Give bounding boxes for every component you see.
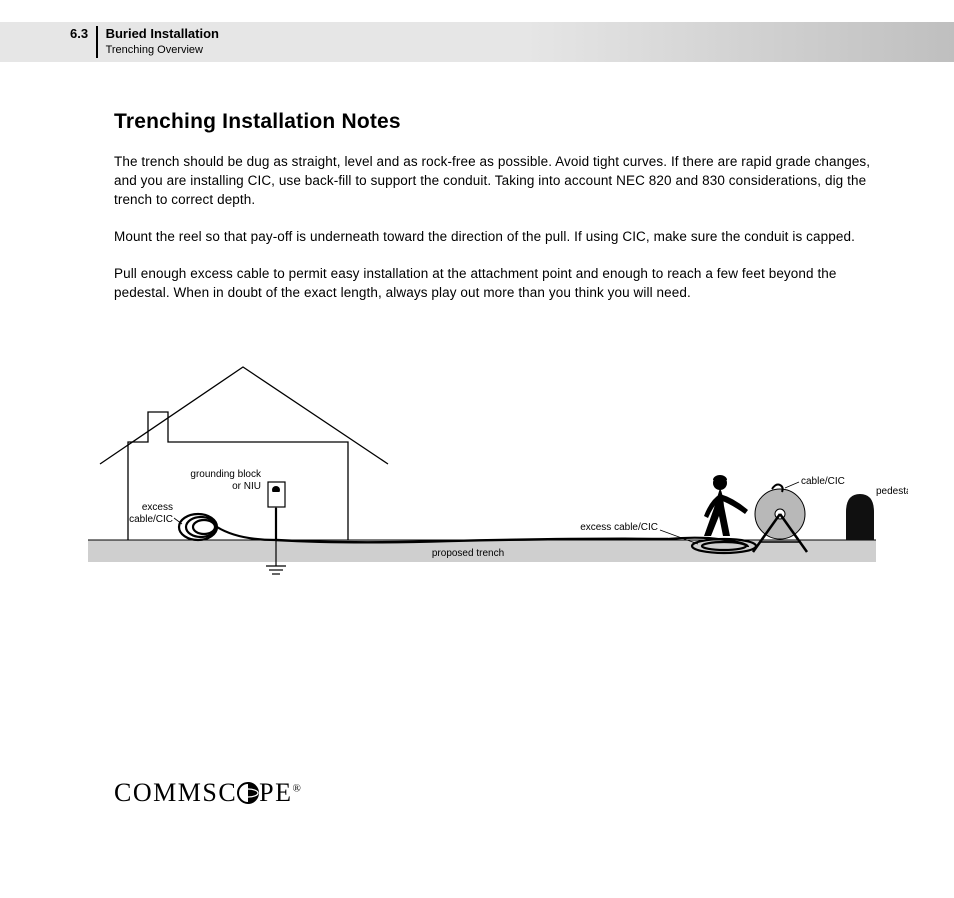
label-trench: proposed trench	[432, 548, 504, 559]
trenching-diagram: grounding block or NIU excess cable/CIC …	[88, 352, 908, 582]
globe-o-icon	[237, 782, 259, 804]
label-grounding-1: grounding block	[190, 469, 262, 480]
label-grounding-2: or NIU	[232, 481, 261, 492]
content-area: Trenching Installation Notes The trench …	[114, 110, 894, 320]
label-excess-left-1: excess	[142, 502, 173, 513]
header-titles: Buried Installation Trenching Overview	[98, 26, 219, 57]
label-cable-cic: cable/CIC	[801, 476, 845, 487]
brand-text-post: PE	[259, 778, 292, 807]
diagram-svg: grounding block or NIU excess cable/CIC …	[88, 352, 908, 582]
header-bar: 6.3 Buried Installation Trenching Overvi…	[0, 22, 954, 62]
brand-text-pre: COMMSC	[114, 778, 237, 807]
section-number: 6.3	[0, 26, 96, 42]
label-pedestal: pedestal	[876, 486, 908, 497]
header-subtitle: Trenching Overview	[106, 42, 219, 57]
pedestal-icon	[846, 494, 874, 540]
reel-icon	[753, 485, 807, 553]
niu-icon	[268, 482, 285, 507]
paragraph-1: The trench should be dug as straight, le…	[114, 152, 894, 209]
label-excess-left-2: cable/CIC	[129, 514, 173, 525]
paragraph-2: Mount the reel so that pay-off is undern…	[114, 227, 894, 246]
label-excess-mid: excess cable/CIC	[580, 522, 658, 533]
header-title: Buried Installation	[106, 26, 219, 42]
registered-mark: ®	[293, 782, 303, 794]
page-title: Trenching Installation Notes	[114, 110, 894, 134]
brand-logo: COMMSC PE®	[114, 778, 302, 808]
paragraph-3: Pull enough excess cable to permit easy …	[114, 264, 894, 302]
leader-cable-cic	[785, 482, 799, 488]
excess-coil-icon	[179, 508, 276, 540]
worker-icon	[704, 475, 748, 536]
